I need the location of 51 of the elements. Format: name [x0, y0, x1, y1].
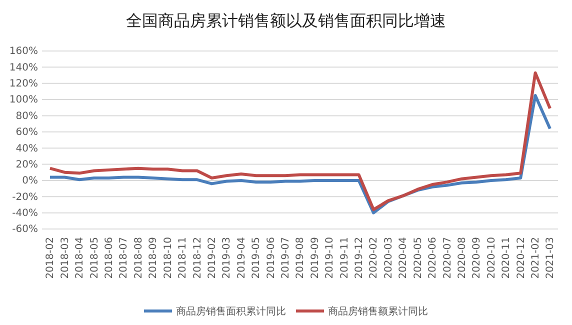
x-tick-label: 2018-02 — [45, 237, 56, 279]
x-tick-label: 2020-11 — [501, 237, 512, 279]
x-tick-label: 2020-12 — [516, 237, 527, 279]
x-tick-label: 2019-11 — [339, 237, 350, 279]
x-tick-label: 2019-12 — [354, 237, 366, 279]
x-tick-label: 2018-05 — [89, 237, 100, 279]
x-tick-label: 2020-07 — [442, 237, 454, 279]
x-tick-label: 2018-06 — [104, 237, 116, 279]
y-tick-label: -60% — [12, 224, 38, 236]
y-tick-label: 80% — [16, 110, 38, 122]
y-tick-label: 20% — [16, 159, 38, 170]
x-tick-label: 2020-04 — [398, 237, 410, 279]
x-tick-label: 2020-02 — [368, 237, 380, 279]
x-tick-label: 2020-10 — [486, 237, 498, 279]
x-tick-label: 2018-11 — [178, 237, 189, 279]
y-tick-label: 60% — [16, 127, 38, 138]
x-tick-label: 2019-09 — [310, 237, 321, 279]
x-tick-label: 2019-02 — [206, 237, 218, 279]
x-tick-label: 2019-10 — [324, 237, 336, 279]
x-tick-label: 2018-10 — [162, 237, 174, 279]
x-tick-label: 2020-03 — [383, 237, 394, 279]
y-tick-label: 140% — [9, 62, 38, 74]
chart-title: 全国商品房累计销售额以及销售面积同比增速 — [126, 11, 446, 30]
x-tick-label: 2018-03 — [60, 237, 71, 279]
x-tick-label: 2019-03 — [222, 237, 233, 279]
y-tick-label: 120% — [9, 78, 38, 90]
x-tick-label: 2020-08 — [456, 237, 468, 279]
x-tick-label: 2021-02 — [530, 237, 542, 279]
x-tick-label: 2019-06 — [266, 237, 277, 279]
x-tick-label: 2020-09 — [472, 237, 483, 279]
x-tick-label: 2018-08 — [133, 237, 144, 279]
y-tick-label: -20% — [12, 192, 38, 203]
x-tick-label: 2020-05 — [412, 237, 424, 279]
legend-label: 商品房销售额累计同比 — [328, 306, 428, 318]
x-tick-label: 2020-06 — [428, 237, 439, 279]
x-tick-label: 2018-09 — [148, 237, 160, 279]
x-tick-label: 2019-07 — [280, 237, 292, 279]
x-tick-label: 2019-08 — [295, 237, 306, 279]
x-tick-label: 2018-12 — [192, 237, 204, 279]
y-tick-label: 100% — [9, 94, 38, 106]
x-tick-label: 2021-03 — [545, 237, 556, 279]
x-tick-label: 2019-05 — [251, 237, 262, 279]
line-series — [48, 71, 552, 212]
legend-label: 商品房销售面积累计同比 — [176, 306, 286, 318]
x-tick-label: 2018-04 — [74, 237, 86, 279]
y-tick-label: 0% — [22, 176, 38, 187]
y-tick-label: -40% — [12, 208, 38, 220]
y-tick-label: 40% — [16, 143, 38, 154]
x-tick-label: 2019-04 — [236, 237, 248, 279]
x-tick-label: 2018-07 — [118, 237, 130, 279]
y-tick-label: 160% — [9, 46, 38, 58]
